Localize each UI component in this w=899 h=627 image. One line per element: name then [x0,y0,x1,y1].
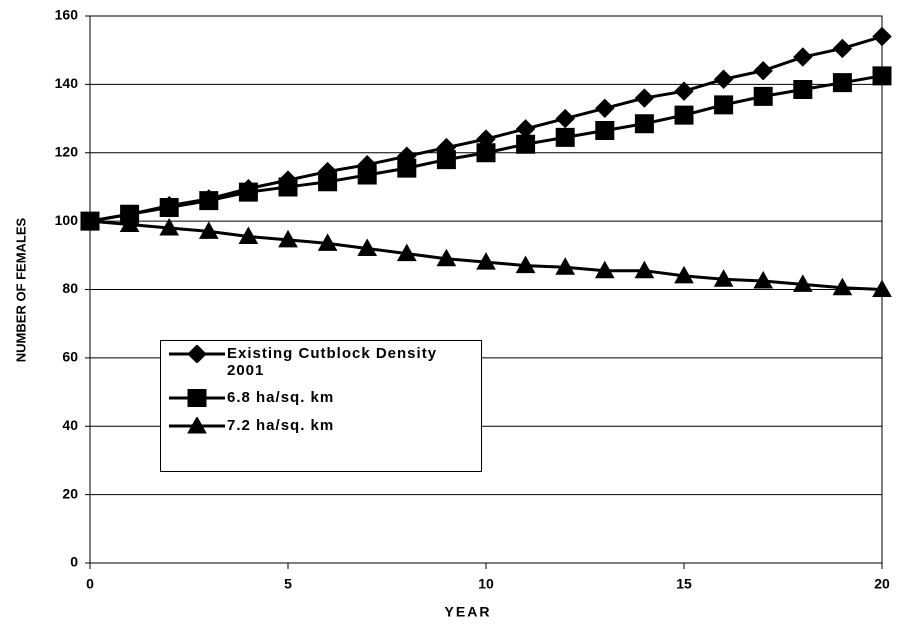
marker [872,66,892,86]
marker [317,233,338,251]
marker [238,182,258,202]
marker [594,260,615,279]
marker [555,257,576,275]
marker [318,172,338,192]
y-tick-label: 0 [70,554,78,570]
y-tick-label: 120 [55,143,79,159]
marker [634,88,655,108]
legend-swatch [169,417,225,434]
marker [674,81,694,101]
marker [753,60,773,81]
marker [674,265,694,284]
legend-label: 6.8 ha/sq. km [227,389,335,406]
legend-label: 7.2 ha/sq. km [227,417,335,434]
marker [397,158,417,178]
y-tick-label: 160 [55,7,79,23]
marker [555,127,575,147]
marker [832,38,853,59]
x-axis-label: YEAR [445,604,492,620]
marker [832,277,853,296]
marker [199,191,219,211]
y-tick-label: 100 [55,212,79,228]
marker [476,143,496,163]
x-tick-label: 5 [284,576,292,592]
marker [872,26,892,47]
legend-entry: 7.2 ha/sq. km [167,417,475,435]
legend-entry: Existing Cutblock Density 2001 [167,345,475,379]
marker [713,69,734,89]
legend-entry: 6.8 ha/sq. km [167,389,475,407]
y-axis-label: NUMBER OF FEMALES [13,217,28,362]
marker [674,105,694,125]
marker [793,47,813,67]
marker [357,165,377,185]
marker [792,274,813,292]
marker [634,114,654,134]
marker [595,98,615,119]
legend-label: Existing Cutblock Density 2001 [227,345,438,379]
y-tick-label: 60 [62,349,78,365]
marker [793,80,813,100]
marker [238,226,259,245]
marker [436,248,457,267]
legend-swatch [169,389,225,407]
marker [753,270,774,289]
marker [119,214,140,233]
marker [80,211,100,229]
marker [555,108,575,129]
marker [198,221,219,239]
y-tick-label: 80 [62,280,78,296]
x-tick-label: 10 [478,576,494,592]
marker [120,204,140,224]
x-tick-label: 0 [86,576,94,592]
legend: Existing Cutblock Density 2001 6.8 ha/sq.… [160,340,482,472]
marker [832,73,852,93]
marker [714,95,734,115]
x-tick-label: 15 [676,576,692,592]
marker [187,345,207,363]
marker [595,121,615,141]
marker [476,252,496,270]
marker [159,197,179,217]
marker [634,260,655,279]
legend-swatch [169,345,225,363]
y-tick-label: 40 [62,417,78,433]
y-tick-label: 140 [55,75,79,91]
marker [436,150,456,170]
marker [515,255,536,274]
x-tick-label: 20 [874,576,890,592]
marker [753,86,773,106]
marker [516,134,536,154]
marker [278,177,298,197]
marker [357,238,378,256]
marker [396,243,417,262]
marker [872,279,892,297]
marker [159,217,180,236]
marker [187,389,207,407]
y-tick-label: 20 [62,485,78,501]
marker [713,269,734,287]
marker [278,229,298,248]
marker [187,417,207,434]
